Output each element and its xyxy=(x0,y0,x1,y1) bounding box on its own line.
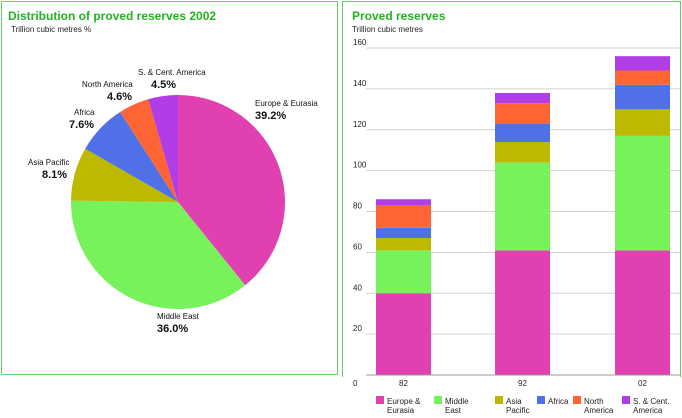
pie-slice-africa xyxy=(85,112,178,202)
legend-label-s-cent-america: S. & Cent. xyxy=(633,397,669,406)
legend-label-africa: Africa xyxy=(548,397,569,406)
pie-value-europe-eurasia: 39.2% xyxy=(255,110,287,122)
legend-swatch-north-america xyxy=(573,396,581,404)
pie-label-africa: Africa xyxy=(74,108,95,117)
pie-slice-middle-east xyxy=(71,200,246,310)
bar-segment-asia-pacific-82 xyxy=(376,238,431,251)
legend-swatch-s-cent-america xyxy=(622,396,630,404)
legend-swatch-africa xyxy=(537,396,545,404)
bar-segment-europe-eurasia-82 xyxy=(376,293,431,375)
x-tick-label: 02 xyxy=(638,379,647,388)
pie-label-middle-east: Middle East xyxy=(157,312,199,321)
pie-value-africa: 7.6% xyxy=(69,119,95,131)
bar-segment-middle-east-82 xyxy=(376,250,431,294)
legend-label-europe-eurasia: Europe & xyxy=(387,397,421,406)
bar-segment-europe-eurasia-02 xyxy=(615,250,670,375)
pie-label-asia-pacific: Asia Pacific xyxy=(28,158,70,167)
y-tick-label: 0 xyxy=(353,379,358,388)
bar-segment-africa-82 xyxy=(376,227,431,239)
y-tick-label: 40 xyxy=(353,283,362,292)
y-tick-label: 80 xyxy=(353,202,362,211)
bar-segment-s-cent-america-02 xyxy=(615,56,670,71)
bar-segment-asia-pacific-02 xyxy=(615,109,670,136)
bar-segment-africa-02 xyxy=(615,84,670,110)
bar-segment-s-cent-america-82 xyxy=(376,199,431,206)
y-tick-label: 120 xyxy=(353,120,367,129)
legend-label-north-america: North xyxy=(584,397,604,406)
pie-value-asia-pacific: 8.1% xyxy=(42,169,68,181)
pie-chart-panel: Distribution of proved reserves 2002 Tri… xyxy=(1,1,338,375)
pie-value-s-cent-america: 4.5% xyxy=(151,79,177,91)
bar-chart-title: Proved reserves xyxy=(352,9,446,23)
pie-label-europe-eurasia: Europe & Eurasia xyxy=(255,99,318,108)
legend-label-asia-pacific: Pacific xyxy=(506,406,530,415)
x-tick-label: 92 xyxy=(518,379,527,388)
pie-slice-europe-eurasia xyxy=(178,95,286,286)
pie-chart xyxy=(71,95,286,310)
pie-chart-subtitle: Trillion cubic metres % xyxy=(11,25,92,34)
bar-segment-north-america-92 xyxy=(495,103,550,124)
bar-segment-europe-eurasia-92 xyxy=(495,250,550,375)
legend-swatch-europe-eurasia xyxy=(376,396,384,404)
bar-segment-middle-east-92 xyxy=(495,162,550,251)
y-tick-label: 60 xyxy=(353,242,362,251)
bar-segment-north-america-02 xyxy=(615,70,670,85)
legend-label-middle-east: Middle xyxy=(445,397,469,406)
legend-swatch-asia-pacific xyxy=(495,396,503,404)
bar-segment-s-cent-america-92 xyxy=(495,92,550,104)
legend-label-middle-east: East xyxy=(445,406,462,415)
pie-value-north-america: 4.6% xyxy=(107,91,133,103)
bar-segment-asia-pacific-92 xyxy=(495,142,550,163)
bar-chart-subtitle: Trillion cubic metres xyxy=(352,25,423,34)
pie-value-middle-east: 36.0% xyxy=(157,323,189,335)
bar-segment-middle-east-02 xyxy=(615,135,670,251)
bar-segment-north-america-82 xyxy=(376,205,431,228)
pie-slice-north-america xyxy=(120,99,178,202)
legend-label-asia-pacific: Asia xyxy=(506,397,522,406)
legend-label-north-america: America xyxy=(584,406,614,415)
stacked-bar-chart: 0 20 40 60 80 100 120 140 160 82 92 02 Europe &Euras… xyxy=(353,38,680,415)
pie-label-s-cent-america: S. & Cent. America xyxy=(138,68,206,77)
pie-slice-s-cent-america xyxy=(148,95,178,202)
legend-label-s-cent-america: America xyxy=(633,406,663,415)
y-tick-label: 100 xyxy=(353,161,367,170)
pie-label-north-america: North America xyxy=(82,80,133,89)
bar-segment-africa-92 xyxy=(495,123,550,143)
y-tick-label: 160 xyxy=(353,38,367,47)
x-tick-label: 82 xyxy=(399,379,408,388)
y-tick-label: 20 xyxy=(353,324,362,333)
legend-label-europe-eurasia: Eurasia xyxy=(387,406,415,415)
legend-swatch-middle-east xyxy=(434,396,442,404)
pie-chart-title: Distribution of proved reserves 2002 xyxy=(8,9,217,23)
y-tick-label: 140 xyxy=(353,79,367,88)
pie-slice-asia-pacific xyxy=(71,148,178,202)
